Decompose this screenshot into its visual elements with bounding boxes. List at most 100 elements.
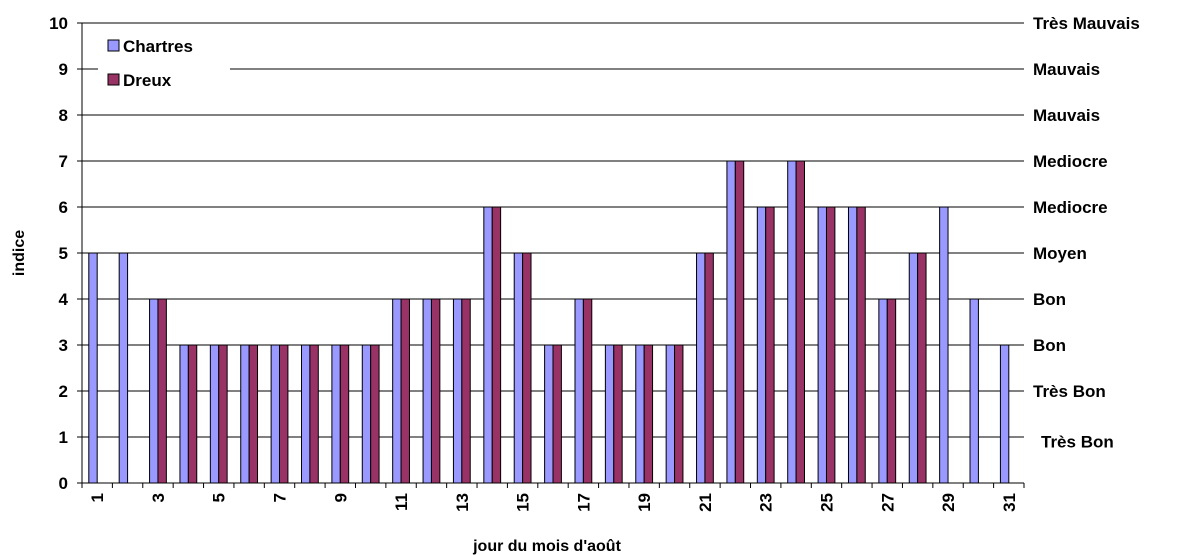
bar-chartres-24 <box>787 160 797 484</box>
x-tick-label: 29 <box>939 493 958 512</box>
bar-chartres-4 <box>179 344 189 484</box>
y-tick-label: 4 <box>59 290 69 309</box>
y-axis-title: indice <box>11 230 28 276</box>
right-axis-label: Moyen <box>1033 244 1087 263</box>
bar-chartres-16 <box>544 344 554 484</box>
bar-dreux-3 <box>157 298 167 484</box>
bar-dreux-13 <box>461 298 471 484</box>
right-axis-label: Mauvais <box>1033 106 1100 125</box>
bar-dreux-18 <box>613 344 623 484</box>
x-tick-labels: 1 3 5 7 9 11 13 15 17 19 21 23 25 27 29 31 <box>88 493 1019 512</box>
bar-chartres-5 <box>209 344 220 484</box>
legend: Chartres Dreux <box>98 30 230 98</box>
axes <box>77 22 1025 488</box>
bar-chartres-29 <box>939 206 949 484</box>
bar-chartres-28 <box>908 252 919 484</box>
bar-chartres-14 <box>483 206 493 484</box>
x-tick-label: 27 <box>878 493 897 512</box>
x-tick-label: 31 <box>1000 493 1019 512</box>
bar-dreux-15 <box>522 252 532 484</box>
right-axis-label: Bon <box>1033 290 1066 309</box>
bar-chartres-9 <box>331 344 341 484</box>
bar-dreux-19 <box>643 344 654 484</box>
y-tick-label: 9 <box>59 60 68 79</box>
gridlines <box>82 22 1024 438</box>
bar-chartres-31 <box>999 344 1010 484</box>
x-axis-title: jour du mois d'août <box>472 538 621 555</box>
right-axis-label: Très Mauvais <box>1033 14 1140 33</box>
bar-dreux-11 <box>400 298 410 484</box>
bar-chartres-6 <box>240 344 250 484</box>
y-tick-label: 7 <box>59 152 68 171</box>
bar-dreux-22 <box>734 160 745 484</box>
x-tick-label: 19 <box>635 493 654 512</box>
right-axis-label: Mediocre <box>1033 152 1108 171</box>
x-tick-label: 3 <box>149 493 168 502</box>
bar-chartres-10 <box>361 344 372 484</box>
right-axis-label: Très Bon <box>1041 433 1114 452</box>
x-tick-label: 7 <box>271 493 290 502</box>
right-axis-label: Très Bon <box>1033 382 1106 401</box>
bar-dreux-6 <box>248 344 259 484</box>
y-tick-label: 2 <box>59 382 68 401</box>
x-tick-label: 1 <box>88 493 107 502</box>
bar-dreux-5 <box>218 344 228 484</box>
x-tick-label: 21 <box>696 493 715 512</box>
bar-chartres-17 <box>574 298 584 484</box>
bar-dreux-21 <box>704 252 714 484</box>
bar-chartres-11 <box>392 298 402 484</box>
bar-chartres-19 <box>635 344 645 484</box>
bar-chartres-15 <box>513 252 524 484</box>
x-tick-label: 9 <box>331 493 350 502</box>
y-tick-label: 6 <box>59 198 68 217</box>
bar-chartres-26 <box>847 206 858 484</box>
bar-chartres-27 <box>878 298 888 484</box>
bar-chartres-7 <box>270 344 281 484</box>
x-tick-label: 15 <box>514 493 533 512</box>
bar-dreux-10 <box>370 344 380 484</box>
bar-dreux-12 <box>430 298 441 484</box>
legend-box <box>98 30 230 98</box>
x-tick-label: 13 <box>453 493 472 512</box>
x-tick-label: 11 <box>392 493 411 511</box>
bar-chartres-23 <box>756 206 767 484</box>
bar-chartres-30 <box>969 298 979 484</box>
bar-chartres-12 <box>422 298 432 484</box>
bar-dreux-24 <box>795 160 805 484</box>
bars <box>88 160 1010 484</box>
bar-dreux-14 <box>491 206 502 484</box>
y-tick-label: 8 <box>59 106 68 125</box>
x-tick-label: 5 <box>210 493 229 502</box>
y-tick-label: 1 <box>59 428 68 447</box>
y-tick-label: 0 <box>59 474 68 493</box>
bar-dreux-20 <box>674 344 684 484</box>
bar-dreux-26 <box>856 206 866 484</box>
bar-dreux-17 <box>582 298 593 484</box>
bar-chartres-2 <box>118 252 129 484</box>
y-tick-label: 5 <box>59 244 68 263</box>
bar-dreux-28 <box>917 252 927 484</box>
bar-dreux-4 <box>187 344 198 484</box>
x-tick-label: 17 <box>574 493 593 512</box>
bar-chartres-8 <box>301 344 311 484</box>
bar-chartres-1 <box>88 252 98 484</box>
right-labels: Très Bon Très Bon Bon Bon Moyen Mediocre Medio… <box>1033 14 1140 452</box>
legend-swatch-chartres <box>107 39 120 52</box>
legend-label-dreux: Dreux <box>123 71 172 90</box>
bar-chartres-18 <box>604 344 615 484</box>
bar-chartres-13 <box>452 298 463 484</box>
bar-dreux-25 <box>825 206 836 484</box>
y-tick-label: 10 <box>49 14 68 33</box>
y-tick-label: 3 <box>59 336 68 355</box>
x-tick-label: 25 <box>817 493 836 512</box>
legend-swatch-dreux <box>107 73 120 86</box>
y-tick-labels: 0 1 2 3 4 5 6 7 8 9 10 <box>49 14 68 493</box>
bar-dreux-23 <box>765 206 775 484</box>
bar-dreux-7 <box>279 344 289 484</box>
bar-chartres-25 <box>817 206 827 484</box>
bar-dreux-9 <box>339 344 350 484</box>
bar-dreux-27 <box>886 298 897 484</box>
bar-chartres-21 <box>696 252 706 484</box>
right-axis-label: Bon <box>1033 336 1066 355</box>
